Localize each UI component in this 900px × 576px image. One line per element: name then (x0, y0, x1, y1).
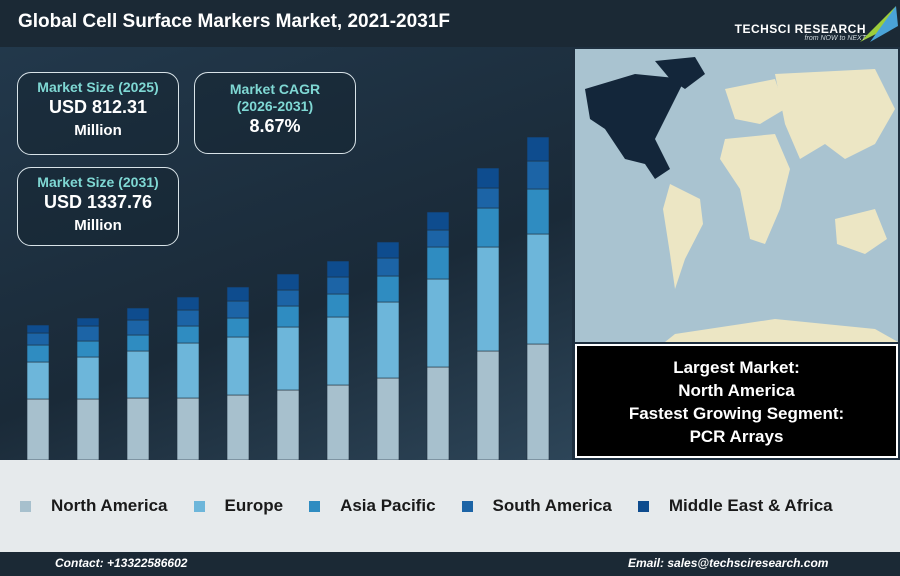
legend-swatch (20, 500, 31, 512)
highlight-line: PCR Arrays (689, 427, 784, 446)
legend-item: South America (461, 496, 612, 516)
footer: Contact: +13322586602 Email: sales@techs… (0, 552, 900, 576)
bar-segment (476, 167, 500, 189)
bar-segment (326, 316, 350, 386)
bar-segment (526, 136, 550, 162)
bar-segment (426, 246, 450, 280)
logo: TECHSCI RESEARCH (734, 22, 866, 36)
bar-segment (276, 273, 300, 291)
bar-segment (376, 257, 400, 277)
stat-value: USD 1337.76 (43, 192, 153, 212)
bar-segment (326, 293, 350, 318)
stat-label: Market Size (2025) (37, 79, 159, 95)
bar-segment (76, 325, 100, 342)
legend-swatch (309, 500, 321, 512)
bar-segment (526, 160, 550, 190)
highlight-line: North America (678, 381, 795, 400)
bar-segment (426, 229, 450, 248)
header: Global Cell Surface Markers Market, 2021… (0, 0, 900, 47)
bar-segment (276, 326, 300, 391)
bar-segment (326, 260, 350, 278)
stat-label: (2026-2031) (236, 98, 314, 114)
stat-card: Market CAGR (2026-2031) 8.67% (194, 72, 356, 154)
stat-value: Million (74, 122, 122, 139)
bar-segment (526, 188, 550, 235)
logo-mark (860, 6, 898, 42)
legend: North America Europe Asia Pacific South Ame… (0, 460, 900, 552)
bar-segment (426, 366, 450, 461)
bar-segment (176, 296, 200, 311)
legend-label: Middle East & Africa (668, 496, 833, 515)
bar-segment (226, 394, 250, 461)
bar-segment (226, 336, 250, 396)
title: Global Cell Surface Markers Market, 2021… (18, 11, 450, 32)
email: Email: sales@techsciresearch.com (628, 556, 829, 570)
bar-segment (426, 278, 450, 368)
legend-swatch (461, 500, 473, 512)
bar-segment (526, 233, 550, 345)
bar-segment (476, 187, 500, 209)
highlight-box: Largest Market: North America Fastest Grow… (575, 344, 898, 458)
legend-label: Asia Pacific (340, 496, 436, 515)
bar-segment (26, 344, 50, 363)
bar-segment (126, 397, 150, 461)
bar-segment (176, 309, 200, 327)
bar-segment (26, 332, 50, 346)
contact: Contact: +13322586602 (55, 556, 188, 570)
legend-item: Asia Pacific (309, 496, 436, 516)
bar-segment (26, 361, 50, 400)
highlight-line: Largest Market: (673, 358, 800, 377)
legend-item: Europe (193, 496, 284, 516)
bar-segment (76, 317, 100, 327)
bar-segment (476, 246, 500, 352)
tagline: from NOW to NEXT (804, 35, 866, 42)
highlight-line: Fastest Growing Segment: (628, 404, 845, 423)
bar-segment (476, 350, 500, 461)
bar-segment (176, 397, 200, 461)
stat-value: USD 812.31 (48, 97, 148, 117)
bar-segment (476, 207, 500, 248)
bar-segment (376, 275, 400, 303)
bar-segment (226, 286, 250, 302)
bar-segment (26, 398, 50, 461)
world-map (575, 49, 898, 342)
bar-segment (26, 324, 50, 334)
legend-label: Europe (224, 496, 284, 515)
bar-segment (226, 300, 250, 319)
bar-segment (226, 317, 250, 338)
bar-segment (326, 384, 350, 461)
stat-value: 8.67% (249, 116, 301, 136)
bar-segment (126, 307, 150, 321)
bar-segment (376, 241, 400, 259)
legend-label: South America (492, 496, 612, 515)
stat-card: Market Size (2031) USD 1337.76 Million (17, 167, 179, 246)
legend-label: North America (51, 496, 168, 515)
stat-card: Market Size (2025) USD 812.31 Million (17, 72, 179, 155)
bar-segment (76, 398, 100, 461)
legend-item: North America (20, 496, 168, 516)
bar-segment (176, 342, 200, 399)
bar-segment (276, 389, 300, 461)
bar-segment (76, 340, 100, 358)
bar-segment (76, 356, 100, 400)
bar-segment (276, 289, 300, 307)
legend-swatch (637, 500, 649, 512)
bar-segment (376, 301, 400, 379)
bar-segment (126, 319, 150, 336)
bar-segment (426, 211, 450, 231)
legend-item: Middle East & Africa (637, 496, 833, 516)
stat-value: Million (74, 217, 122, 234)
stat-label: Market CAGR (229, 81, 321, 97)
bar-segment (526, 343, 550, 461)
bar-segment (326, 276, 350, 295)
bar-segment (176, 325, 200, 344)
bar-segment (126, 334, 150, 352)
bar-segment (376, 377, 400, 461)
bar-segment (276, 305, 300, 328)
bar-segment (126, 350, 150, 399)
stat-label: Market Size (2031) (37, 174, 159, 190)
legend-swatch (193, 500, 205, 512)
